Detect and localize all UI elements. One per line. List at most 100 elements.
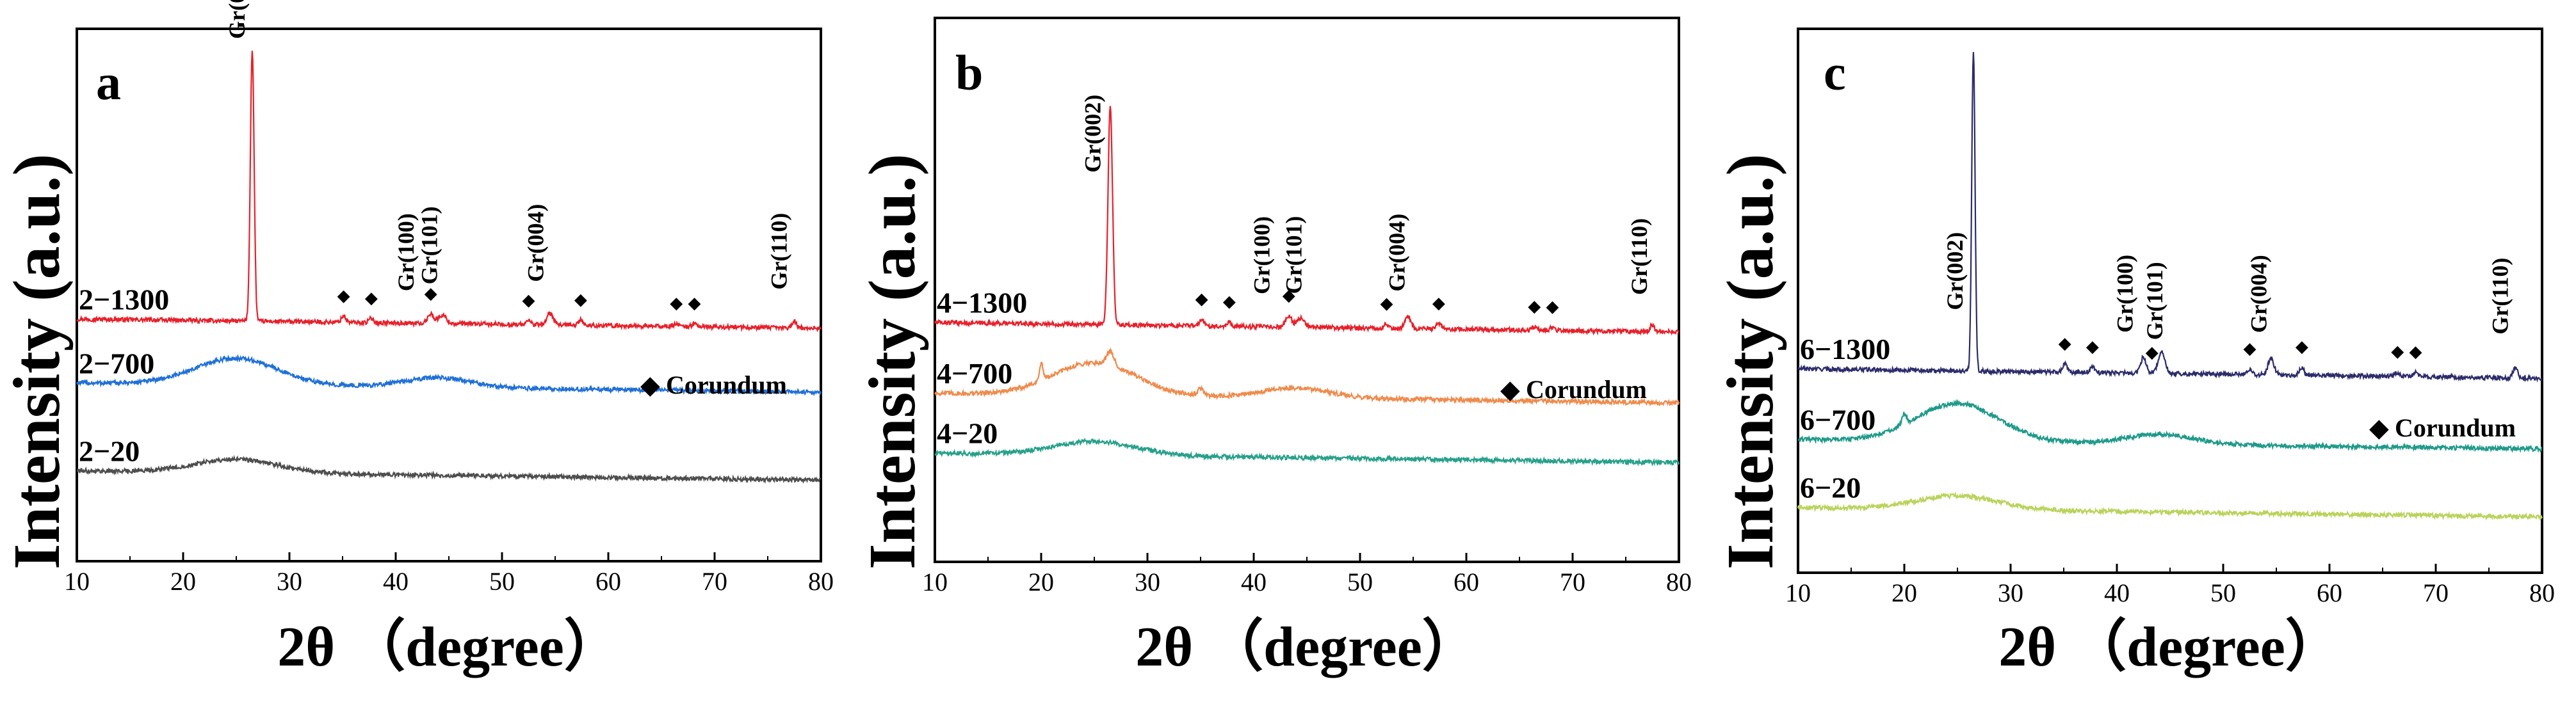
corundum-marker: ◆	[688, 294, 701, 312]
plot-frame	[76, 28, 822, 562]
x-tick-label: 40	[383, 567, 409, 596]
sample-label: 4−20	[937, 417, 998, 450]
sample-label: 2−700	[79, 347, 154, 379]
series-line-6−20	[1797, 491, 2543, 522]
legend: ◆ Corundum	[2369, 413, 2516, 442]
x-axis-label: 2θ （degree）	[1135, 616, 1478, 678]
corundum-marker: ◆	[2391, 342, 2404, 361]
panel-letter: c	[1824, 45, 1846, 100]
corundum-marker: ◆	[2296, 337, 2308, 356]
x-tick-group: 10 20 30 40 50 60 70 80	[64, 552, 834, 596]
x-tick-label: 80	[2529, 578, 2555, 607]
corundum-marker: ◆	[2244, 339, 2256, 358]
corundum-marker-group: ◆ ◆ ◆ ◆ ◆ ◆ ◆	[2059, 334, 2422, 362]
x-tick-label: 40	[2104, 578, 2130, 607]
y-axis-label: Intensity (a.u.)	[1713, 154, 1787, 570]
peak-label: Gr(110)	[766, 213, 792, 290]
legend-label: Corundum	[666, 371, 787, 399]
peak-label: Gr(110)	[2488, 258, 2513, 335]
corundum-marker: ◆	[1195, 289, 1208, 308]
x-tick-label: 80	[808, 567, 834, 596]
x-tick-label: 10	[922, 568, 948, 596]
series-line-4−700	[934, 347, 1680, 407]
corundum-marker-group: ◆ ◆ ◆ ◆ ◆ ◆ ◆	[337, 284, 701, 312]
panel-c: Intensity (a.u.) c ◆ ◆ ◆ ◆ ◆ ◆ ◆ Gr(002) Gr(100…	[1713, 28, 2555, 678]
x-tick-label: 40	[1241, 568, 1267, 596]
x-tick-group: 10 20 30 40 50 60 70 80	[1785, 564, 2555, 607]
peak-label: Gr(004)	[522, 204, 548, 282]
x-axis-label: 2θ （degree）	[1998, 616, 2342, 678]
sample-label: 6−20	[1800, 472, 1861, 504]
series-line-2−1300	[76, 51, 822, 333]
corundum-marker: ◆	[1381, 294, 1393, 312]
peak-label: Gr(101)	[2142, 262, 2167, 340]
peak-label: Gr(101)	[1281, 216, 1306, 294]
corundum-marker: ◆	[1546, 297, 1559, 315]
sample-label: 2−1300	[79, 283, 169, 315]
series-line-6−1300	[1797, 52, 2543, 383]
peak-label: Gr(004)	[1384, 214, 1409, 292]
x-axis-label: 2θ （degree）	[277, 616, 620, 678]
x-tick-label: 70	[1560, 568, 1585, 596]
x-tick-label: 80	[1666, 568, 1692, 596]
series-group	[76, 51, 822, 484]
series-group	[934, 106, 1680, 467]
x-tick-label: 50	[1347, 568, 1373, 596]
corundum-marker: ◆	[574, 291, 587, 309]
corundum-marker: ◆	[1432, 294, 1445, 312]
panel-a: Intensity (a.u.) a ◆ ◆ ◆ ◆ ◆ ◆ ◆ Gr(002) Gr(100…	[0, 0, 834, 678]
peak-label: Gr(002)	[1080, 95, 1106, 173]
peak-label: Gr(002)	[224, 0, 250, 39]
peak-label: Gr(004)	[2246, 255, 2272, 333]
panel-b: Intensity (a.u.) b ◆ ◆ ◆ ◆ ◆ ◆ ◆ Gr(002) Gr(100…	[855, 17, 1692, 678]
panel-letter: b	[955, 45, 983, 100]
corundum-marker: ◆	[670, 294, 683, 312]
series-line-6−700	[1797, 399, 2543, 454]
sample-label: 6−700	[1800, 403, 1875, 436]
peak-label: Gr(100)	[2112, 255, 2138, 333]
x-tick-label: 50	[489, 567, 515, 596]
corundum-marker: ◆	[365, 289, 378, 307]
x-tick-label: 30	[1998, 578, 2023, 607]
x-tick-label: 60	[595, 567, 621, 596]
y-axis-label: Intensity (a.u.)	[0, 154, 74, 570]
sample-label-group: 6−1300 6−700 6−20	[1800, 333, 1890, 504]
legend-symbol: ◆	[640, 371, 660, 399]
x-tick-label: 10	[1785, 578, 1811, 607]
sample-label: 4−1300	[937, 287, 1027, 319]
plot-frame	[934, 17, 1680, 563]
legend-symbol: ◆	[2369, 413, 2389, 442]
corundum-marker: ◆	[1283, 286, 1295, 305]
x-tick-group: 10 20 30 40 50 60 70 80	[922, 553, 1692, 596]
peak-label: Gr(002)	[1942, 232, 1968, 310]
peak-label-group: Gr(002) Gr(100)Gr(101) Gr(004) Gr(110)	[1942, 232, 2513, 340]
peak-label: Gr(101)	[416, 206, 442, 284]
corundum-marker: ◆	[2409, 342, 2422, 361]
x-tick-label: 20	[1028, 568, 1054, 596]
sample-label-group: 2−1300 2−700 2−20	[79, 283, 169, 467]
series-line-2−20	[76, 454, 822, 484]
peak-label: Gr(110)	[1626, 218, 1652, 295]
corundum-marker: ◆	[425, 284, 437, 303]
sample-label: 2−20	[79, 435, 140, 468]
series-group	[1797, 52, 2543, 522]
legend: ◆ Corundum	[1500, 375, 1647, 404]
x-tick-label: 60	[1454, 568, 1479, 596]
sample-label: 6−1300	[1800, 333, 1890, 365]
peak-label-group: Gr(002) Gr(100)Gr(101) Gr(004) Gr(110)	[1080, 95, 1652, 295]
x-tick-label: 30	[1135, 568, 1160, 596]
x-tick-label: 60	[2317, 578, 2342, 607]
corundum-marker-group: ◆ ◆ ◆ ◆ ◆ ◆ ◆	[1195, 286, 1559, 315]
sample-label-group: 4−1300 4−700 4−20	[937, 287, 1027, 450]
legend: ◆ Corundum	[640, 371, 787, 399]
corundum-marker: ◆	[1528, 297, 1541, 315]
corundum-marker: ◆	[2086, 337, 2099, 356]
legend-label: Corundum	[2395, 413, 2516, 442]
x-tick-label: 70	[702, 567, 727, 596]
corundum-marker: ◆	[2146, 343, 2159, 362]
x-tick-label: 20	[1891, 578, 1917, 607]
corundum-marker: ◆	[522, 291, 535, 309]
series-line-4−1300	[934, 106, 1680, 336]
corundum-marker: ◆	[337, 286, 350, 305]
